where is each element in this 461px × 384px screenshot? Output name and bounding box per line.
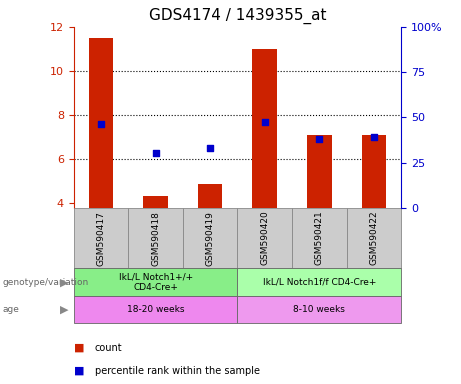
Text: GSM590420: GSM590420 xyxy=(260,211,269,265)
Text: GSM590422: GSM590422 xyxy=(369,211,378,265)
Bar xyxy=(74,268,237,296)
Bar xyxy=(237,268,401,296)
Text: age: age xyxy=(2,305,19,314)
Bar xyxy=(183,208,237,268)
Bar xyxy=(292,208,347,268)
Text: GSM590417: GSM590417 xyxy=(96,211,106,265)
Text: genotype/variation: genotype/variation xyxy=(2,278,89,287)
Point xyxy=(315,136,323,142)
Bar xyxy=(198,184,222,208)
Bar xyxy=(128,208,183,268)
Bar xyxy=(307,135,331,208)
Text: ▶: ▶ xyxy=(60,277,68,287)
Bar xyxy=(253,49,277,208)
Text: IkL/L Notch1+/+
CD4-Cre+: IkL/L Notch1+/+ CD4-Cre+ xyxy=(118,273,193,292)
Bar xyxy=(237,296,401,323)
Text: ▶: ▶ xyxy=(60,305,68,314)
Point xyxy=(261,119,268,125)
Point xyxy=(152,150,160,156)
Text: GSM590419: GSM590419 xyxy=(206,211,215,265)
Bar xyxy=(143,196,168,208)
Bar xyxy=(89,38,113,208)
Point xyxy=(370,134,378,140)
Point xyxy=(97,121,105,127)
Text: 8-10 weeks: 8-10 weeks xyxy=(293,305,345,314)
Text: GSM590421: GSM590421 xyxy=(315,211,324,265)
Bar xyxy=(237,208,292,268)
Text: 18-20 weeks: 18-20 weeks xyxy=(127,305,184,314)
Bar xyxy=(74,296,237,323)
Text: GSM590418: GSM590418 xyxy=(151,211,160,265)
Point xyxy=(207,145,214,151)
Text: ■: ■ xyxy=(74,343,84,353)
Text: count: count xyxy=(95,343,122,353)
Title: GDS4174 / 1439355_at: GDS4174 / 1439355_at xyxy=(148,8,326,24)
Bar xyxy=(347,208,401,268)
Text: ■: ■ xyxy=(74,366,84,376)
Bar xyxy=(361,135,386,208)
Text: IkL/L Notch1f/f CD4-Cre+: IkL/L Notch1f/f CD4-Cre+ xyxy=(263,278,376,287)
Bar xyxy=(74,208,128,268)
Text: percentile rank within the sample: percentile rank within the sample xyxy=(95,366,260,376)
